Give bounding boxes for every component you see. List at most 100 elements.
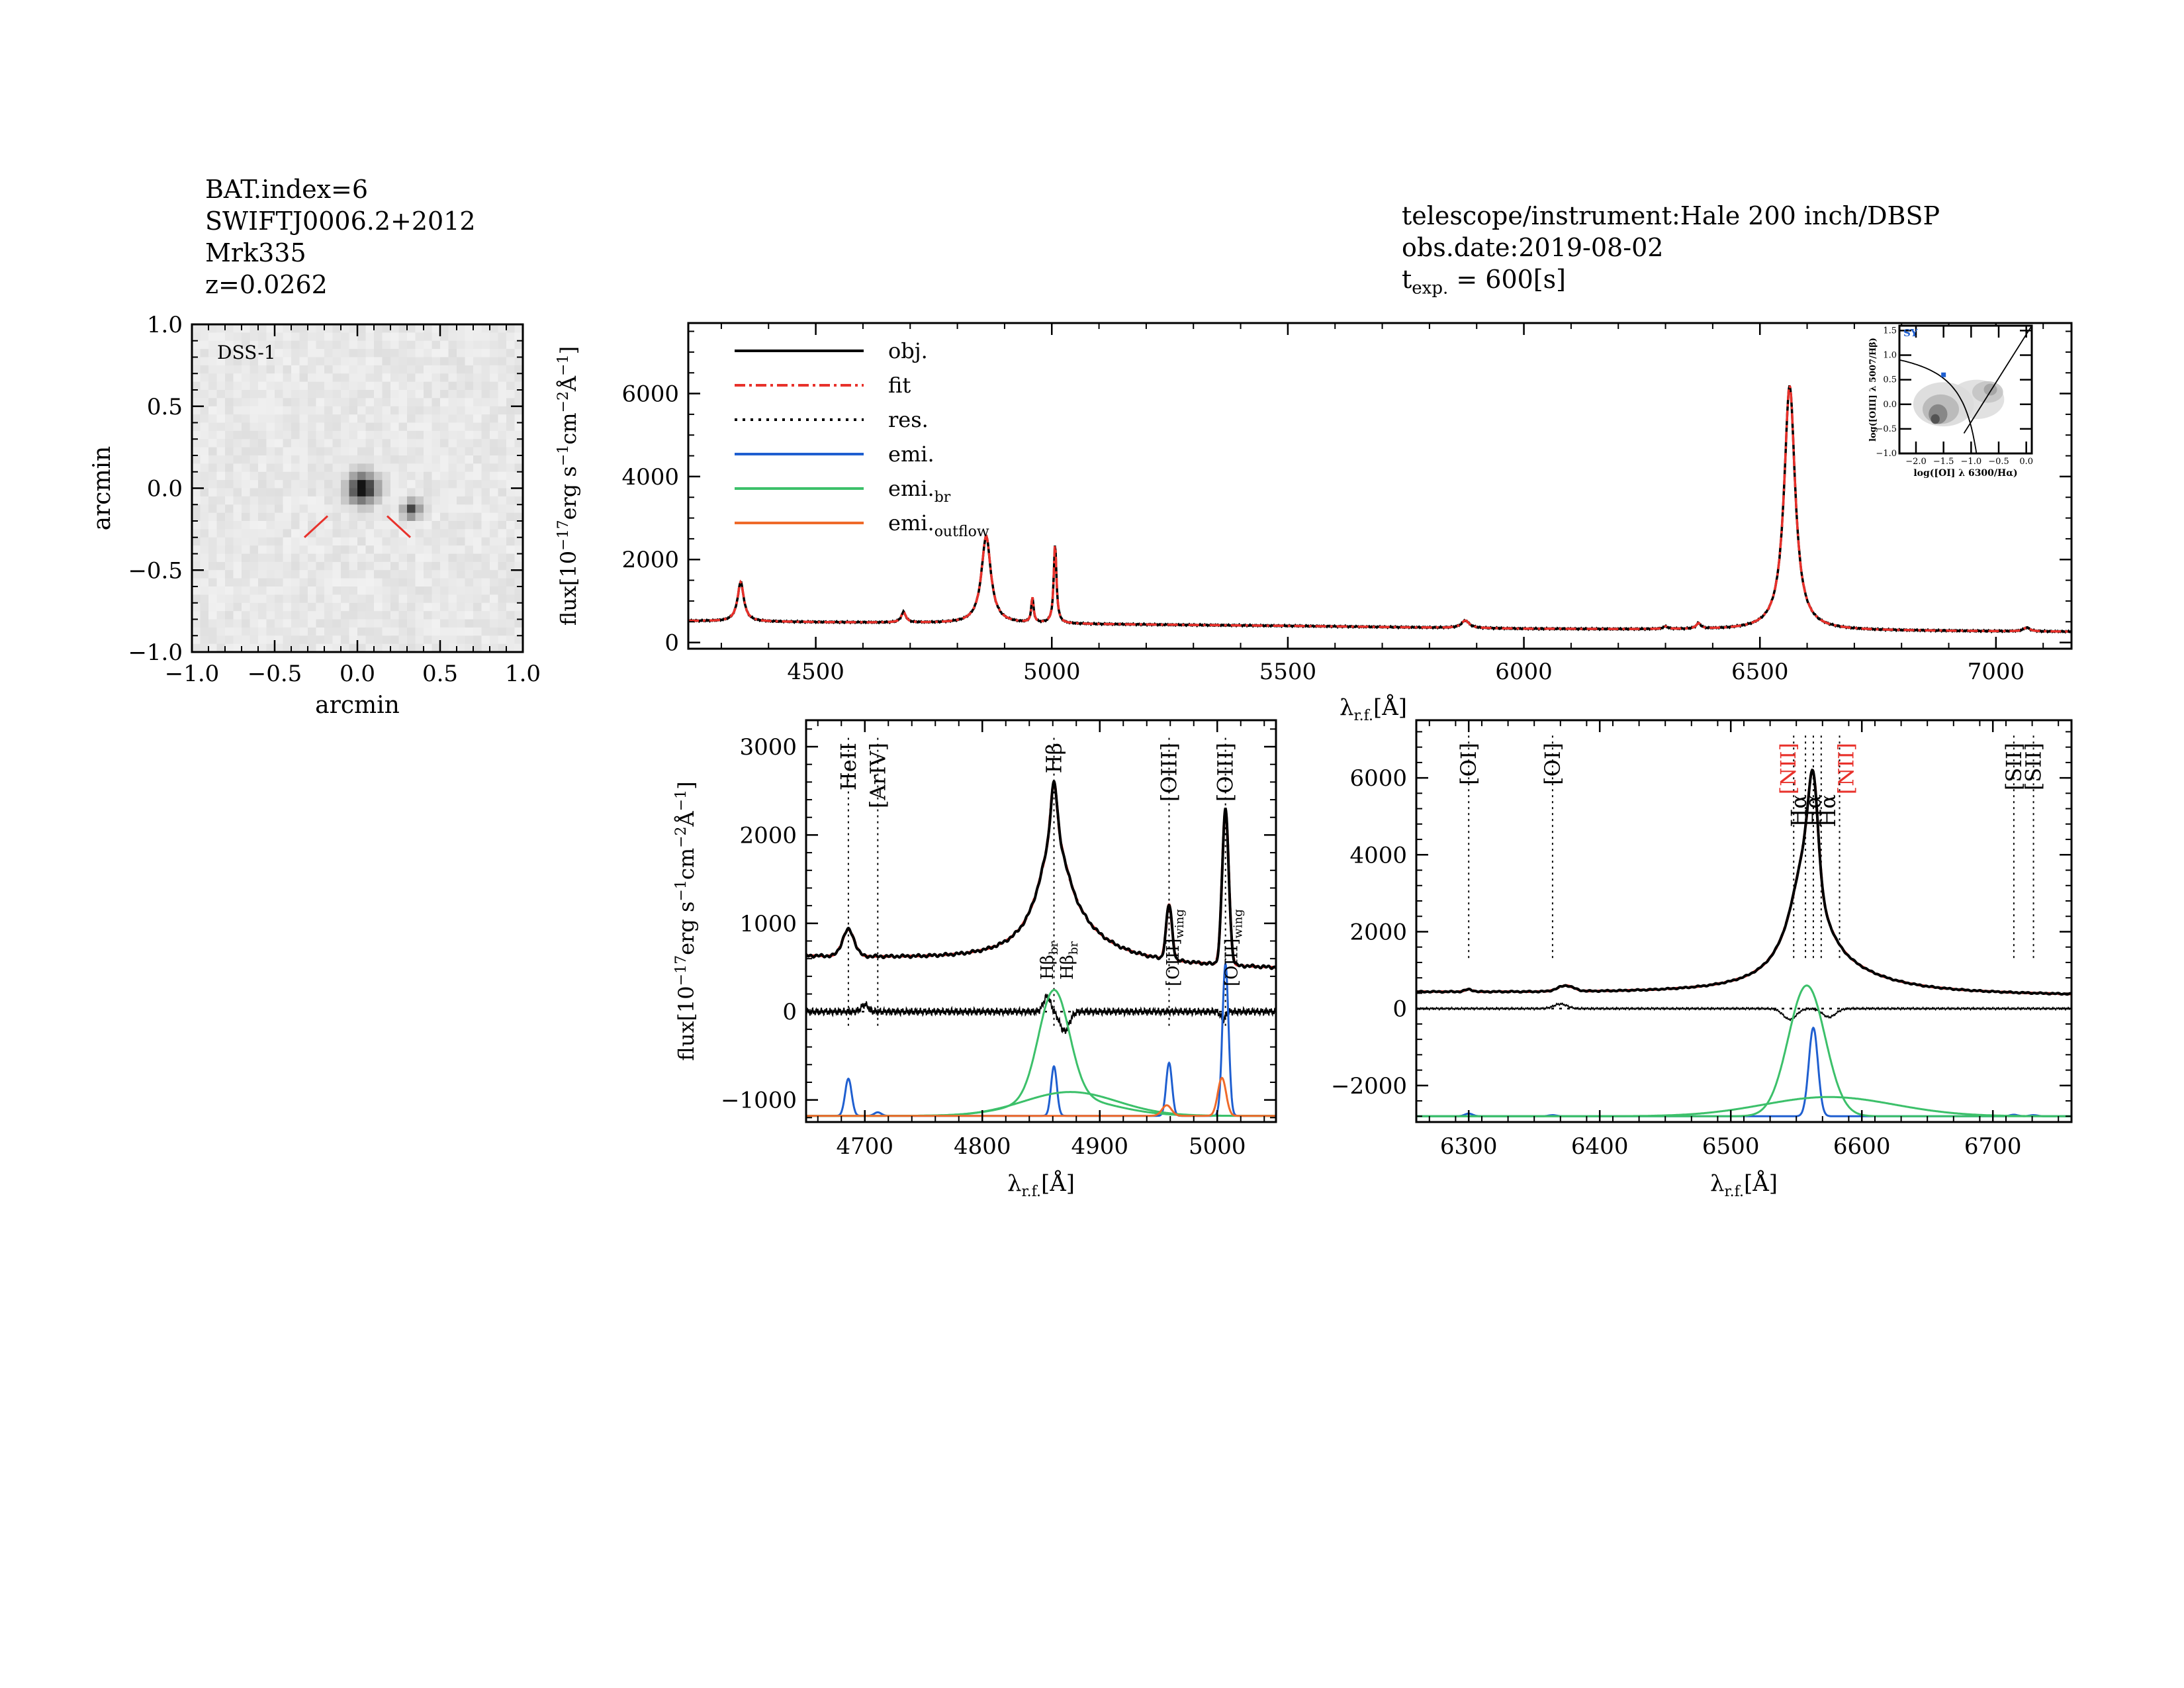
dss-pixel xyxy=(390,488,400,497)
dss-pixel xyxy=(473,496,482,505)
dss-pixel xyxy=(192,512,201,522)
dss-pixel xyxy=(192,578,201,587)
dss-pixel xyxy=(465,521,474,530)
dss-pixel xyxy=(407,521,416,530)
dss-pixel xyxy=(514,447,523,456)
dss-pixel xyxy=(398,365,408,374)
dss-pixel xyxy=(424,643,433,653)
dss-pixel xyxy=(448,381,457,391)
dss-pixel xyxy=(316,578,325,587)
dss-pixel xyxy=(258,521,267,530)
dss-pixel xyxy=(341,504,350,514)
dss-pixel xyxy=(266,578,275,587)
dss-pixel xyxy=(208,635,218,645)
dss-pixel xyxy=(283,561,292,571)
dss-pixel xyxy=(332,594,341,604)
header-swift-id: SWIFTJ0006.2+2012 xyxy=(205,207,476,236)
dss-pixel xyxy=(440,365,449,374)
dss-pixel xyxy=(192,545,201,555)
dss-pixel xyxy=(200,529,209,538)
legend-label-res: res. xyxy=(888,407,929,432)
dss-pixel xyxy=(457,512,466,522)
dss-pixel xyxy=(242,537,251,546)
hbeta_region-ytick-label: 0 xyxy=(782,999,797,1025)
dss-pixel xyxy=(208,553,218,563)
dss-pixel xyxy=(506,586,516,595)
dss-pixel xyxy=(308,480,317,489)
dss-pixel xyxy=(233,455,242,464)
dss-ytick-label: 1.0 xyxy=(147,312,183,338)
dss-pixel xyxy=(457,537,466,546)
dss-pixel xyxy=(457,570,466,579)
dss-pixel xyxy=(440,324,449,333)
dss-pixel xyxy=(457,471,466,481)
dss-pixel xyxy=(242,480,251,489)
dss-pixel xyxy=(514,643,523,653)
dss-pixel xyxy=(242,340,251,350)
dss-pixel xyxy=(506,611,516,620)
dss-pixel xyxy=(225,455,234,464)
dss-pixel xyxy=(250,430,259,440)
dss-pixel xyxy=(341,373,350,383)
dss-pixel xyxy=(398,602,408,612)
dss-pixel xyxy=(283,455,292,464)
dss-pixel xyxy=(448,586,457,595)
dss-pixel xyxy=(200,349,209,358)
dss-pixel xyxy=(258,373,267,383)
dss-pixel xyxy=(415,635,424,645)
dss-pixel xyxy=(308,447,317,456)
dss-pixel xyxy=(283,496,292,505)
dss-pixel xyxy=(324,398,334,407)
dss-pixel xyxy=(440,537,449,546)
dss-pixel xyxy=(424,602,433,612)
hbeta_region-ylabel: flux[10−17erg s−1cm−2Å−1] xyxy=(673,781,699,1060)
dss-pixel xyxy=(308,381,317,391)
dss-pixel xyxy=(192,602,201,612)
dss-pixel xyxy=(432,398,441,407)
dss-pixel xyxy=(299,324,308,333)
dss-pixel xyxy=(225,561,234,571)
dss-pixel xyxy=(299,463,308,473)
dss-pixel xyxy=(349,553,358,563)
dss-pixel xyxy=(250,349,259,358)
dss-pixel xyxy=(448,471,457,481)
dss-pixel xyxy=(440,414,449,424)
dss-pixel xyxy=(357,537,367,546)
dss-pixel xyxy=(374,455,383,464)
dss-pixel xyxy=(225,422,234,432)
dss-pixel xyxy=(465,463,474,473)
dss-pixel xyxy=(514,627,523,636)
inset-frame xyxy=(1898,324,2033,455)
dss-pixel xyxy=(490,594,499,604)
dss-pixel xyxy=(242,357,251,366)
dss-pixel xyxy=(365,635,375,645)
dss-pixel xyxy=(324,390,334,399)
dss-pixel xyxy=(250,561,259,571)
dss-pixel xyxy=(233,611,242,620)
dss-pixel xyxy=(514,611,523,620)
dss-pixel xyxy=(250,471,259,481)
dss-pixel xyxy=(192,504,201,514)
dss-pixel xyxy=(506,545,516,555)
dss-pixel xyxy=(216,586,226,595)
dss-pixel xyxy=(258,488,267,497)
dss-pixel xyxy=(266,365,275,374)
dss-pixel xyxy=(291,365,300,374)
dss-pixel xyxy=(233,521,242,530)
dss-pixel xyxy=(457,611,466,620)
dss-pixel xyxy=(457,332,466,342)
dss-pixel xyxy=(324,463,334,473)
dss-pixel xyxy=(357,496,367,505)
dss-pixel xyxy=(432,373,441,383)
dss-pixel xyxy=(225,447,234,456)
dss-pixel xyxy=(250,463,259,473)
inset-title: SY xyxy=(1903,327,1918,339)
hbeta_region-series-emi-0 xyxy=(806,961,1276,1117)
dss-pixel xyxy=(308,561,317,571)
dss-pixel xyxy=(225,586,234,595)
dss-pixel xyxy=(242,455,251,464)
dss-pixel xyxy=(208,340,218,350)
dss-pixel xyxy=(481,422,490,432)
dss-pixel xyxy=(514,488,523,497)
dss-pixel xyxy=(208,586,218,595)
